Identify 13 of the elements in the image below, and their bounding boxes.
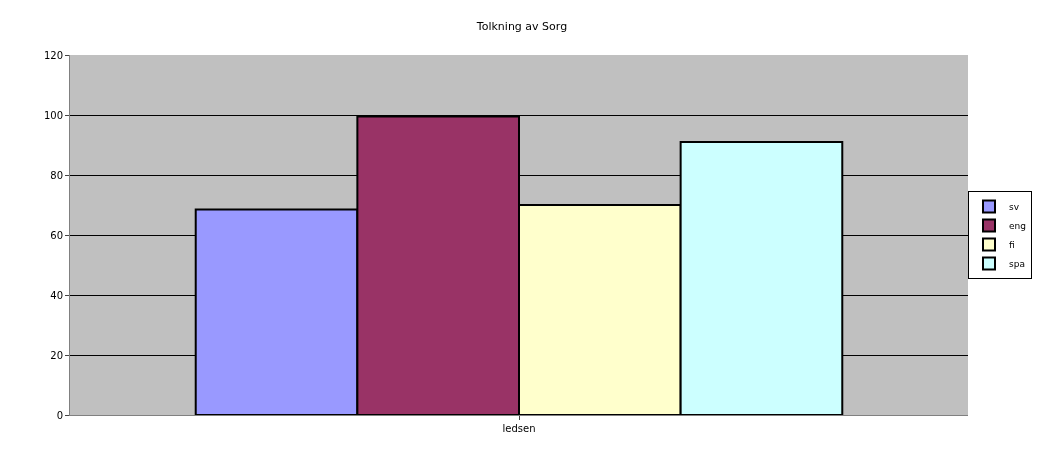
legend-label: spa bbox=[1009, 259, 1025, 270]
legend-label: fi bbox=[1009, 240, 1015, 251]
y-tick-label: 40 bbox=[50, 289, 63, 301]
legend-label: sv bbox=[1009, 202, 1020, 213]
legend-label: eng bbox=[1009, 221, 1026, 232]
y-tick-label: 80 bbox=[50, 169, 63, 181]
chart-title: Tolkning av Sorg bbox=[475, 20, 568, 34]
y-tick-label: 20 bbox=[50, 349, 63, 361]
y-tick-label: 120 bbox=[43, 49, 63, 61]
y-tick-label: 60 bbox=[50, 229, 63, 241]
y-tick-label: 0 bbox=[56, 409, 63, 421]
y-tick-label: 100 bbox=[43, 109, 63, 121]
x-tick-label: ledsen bbox=[502, 423, 536, 434]
